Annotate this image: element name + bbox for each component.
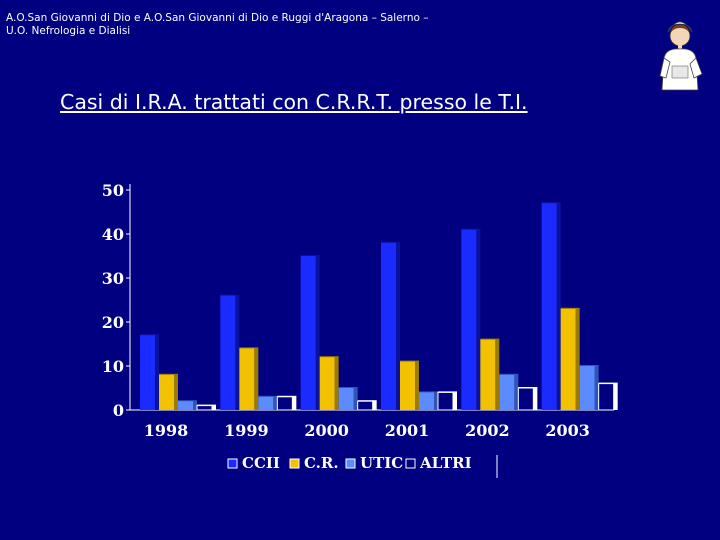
slide-title: Casi di I.R.A. trattati con C.R.R.T. pre… (60, 90, 528, 114)
bar-side-altri-2001 (453, 392, 457, 410)
bar-top-utic-2003 (579, 365, 599, 367)
bar-top-ccii-2003 (541, 202, 561, 204)
bar-utic-2000 (338, 388, 354, 410)
bar-side-ccii-2001 (396, 242, 400, 410)
bar-side-utic-2000 (353, 388, 358, 410)
bar-side-altri-2003 (613, 383, 618, 410)
bar-altri-2001 (437, 391, 454, 411)
bar-top-utic-1999 (258, 395, 278, 398)
bar-utic-2003 (579, 366, 595, 410)
bar-top-utic-2001 (419, 391, 438, 393)
bar-top-cr-2000 (319, 356, 339, 358)
bar-cr-2001 (400, 361, 415, 410)
x-tick-label: 1998 (144, 421, 189, 440)
y-tick-label: 40 (102, 225, 124, 244)
bar-top-cr-1998 (159, 373, 178, 376)
bar-side-altri-1998 (212, 405, 216, 410)
bar-top-ccii-2001 (381, 241, 400, 244)
y-tick-label: 50 (102, 181, 124, 200)
header: A.O.San Giovanni di Dio e A.O.San Giovan… (6, 12, 428, 38)
nurse-illustration-icon (659, 21, 703, 91)
legend-swatch-ccii (227, 458, 238, 469)
legend-swatch-cr (289, 458, 300, 469)
x-tick-label: 2000 (304, 421, 349, 440)
bar-ccii-2000 (300, 256, 316, 410)
bar-ccii-1998 (140, 335, 155, 410)
bar-cr-2000 (319, 357, 335, 410)
bar-altri-2000 (357, 400, 374, 411)
bar-cr-1998 (159, 374, 174, 410)
bar-utic-2001 (419, 392, 434, 410)
bar-top-cr-2001 (400, 360, 419, 363)
bar-altri-2002 (517, 387, 534, 411)
bar-top-cr-2002 (480, 338, 500, 341)
bar-top-utic-1998 (178, 400, 197, 402)
bar-ccii-2003 (541, 203, 557, 410)
legend-swatch-altri (405, 458, 416, 469)
legend-label-ccii: CCII (242, 454, 280, 472)
bar-side-cr-1998 (174, 374, 178, 410)
legend-swatch-utic (345, 458, 356, 469)
bar-side-altri-2000 (372, 401, 377, 410)
bar-side-altri-1999 (292, 396, 297, 410)
header-line-2: U.O. Nefrologia e Dialisi (6, 25, 131, 37)
x-tick-label: 2002 (465, 421, 510, 440)
bar-side-cr-1999 (254, 348, 259, 410)
header-line-1: A.O.San Giovanni di Dio e A.O.San Giovan… (6, 12, 429, 24)
bar-side-cr-2000 (334, 357, 339, 410)
bar-utic-1999 (258, 396, 274, 410)
bar-top-utic-2000 (338, 387, 358, 389)
bar-side-utic-2001 (434, 392, 438, 410)
y-tick-label: 0 (113, 401, 124, 420)
bar-top-ccii-1999 (220, 294, 240, 297)
x-tick-label: 2003 (545, 421, 590, 440)
bar-side-ccii-2000 (315, 256, 320, 410)
bar-side-ccii-2003 (556, 203, 561, 410)
bar-top-ccii-2002 (461, 228, 481, 231)
bar-side-cr-2001 (415, 361, 419, 410)
y-tick-label: 10 (102, 357, 124, 376)
bar-altri-1999 (276, 396, 293, 411)
legend-label-cr: C.R. (304, 454, 339, 472)
bar-side-utic-2003 (594, 366, 599, 410)
bar-side-ccii-1998 (155, 335, 159, 410)
bar-side-ccii-1999 (235, 295, 240, 410)
y-tick-label: 20 (102, 313, 124, 332)
bar-cr-2002 (480, 339, 496, 410)
bar-cr-2003 (560, 308, 576, 410)
bar-side-cr-2003 (575, 308, 580, 410)
y-tick-label: 30 (102, 269, 124, 288)
bar-utic-2002 (499, 374, 515, 410)
x-tick-label: 1999 (224, 421, 269, 440)
bar-ccii-2002 (461, 229, 477, 410)
bar-ccii-2001 (381, 242, 396, 410)
bar-top-ccii-2000 (300, 255, 320, 257)
bar-altri-2003 (598, 383, 615, 411)
legend-label-altri: ALTRI (419, 454, 472, 472)
bar-side-utic-1998 (193, 401, 197, 410)
bar-side-altri-2002 (533, 388, 538, 410)
bar-top-ccii-1998 (140, 334, 159, 336)
bar-top-utic-2002 (499, 373, 519, 376)
bar-cr-1999 (239, 348, 255, 410)
bar-side-ccii-2002 (476, 229, 481, 410)
x-tick-label: 2001 (385, 421, 430, 440)
bar-utic-1998 (178, 401, 193, 410)
bar-side-utic-2002 (514, 374, 519, 410)
bar-top-cr-2003 (560, 307, 580, 310)
bar-side-utic-1999 (273, 396, 278, 410)
bar-ccii-1999 (220, 295, 236, 410)
bar-side-cr-2002 (495, 339, 500, 410)
legend-label-utic: UTIC (360, 454, 403, 472)
bar-top-cr-1999 (239, 347, 259, 349)
bar-altri-1998 (196, 405, 213, 411)
